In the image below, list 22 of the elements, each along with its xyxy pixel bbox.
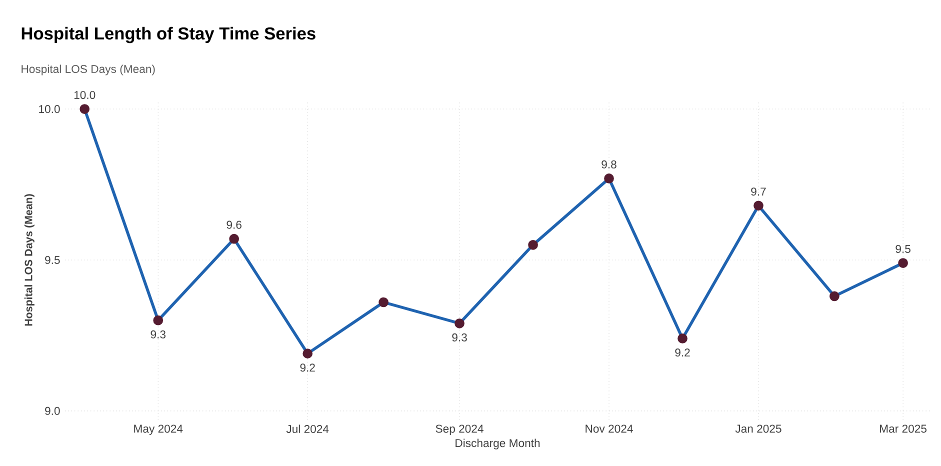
data-label: 9.8 — [602, 160, 616, 168]
x-tick-label: Jan 2025 — [735, 424, 782, 433]
y-tick-label: 9.5 — [45, 256, 60, 264]
x-tick-label: May 2024 — [134, 424, 183, 435]
chart-subtitle: Hospital LOS Days (Mean) — [22, 64, 155, 76]
x-tick-label: Sep 2024 — [436, 424, 484, 435]
x-axis-title: Discharge Month — [456, 438, 540, 450]
data-label: 9.5 — [896, 244, 910, 253]
data-label: 9.6 — [226, 220, 242, 229]
data-label: 9.3 — [150, 330, 166, 338]
x-tick-label: Jul 2024 — [286, 424, 329, 434]
data-label: 10.0 — [74, 90, 96, 99]
data-label: 9.2 — [300, 364, 315, 372]
y-tick-label: 10.0 — [39, 105, 60, 114]
data-label: 9.7 — [751, 188, 766, 196]
x-tick-label: Mar 2025 — [880, 424, 927, 433]
data-label: 9.2 — [675, 348, 690, 357]
y-tick-label: 9.0 — [45, 406, 60, 415]
chart-title: Hospital Length of Stay Time Series — [22, 26, 316, 44]
x-tick-label: Nov 2024 — [586, 424, 633, 433]
data-label: 9.3 — [452, 333, 467, 342]
y-axis-title: Hospital LOS Days (Mean) — [24, 194, 34, 326]
